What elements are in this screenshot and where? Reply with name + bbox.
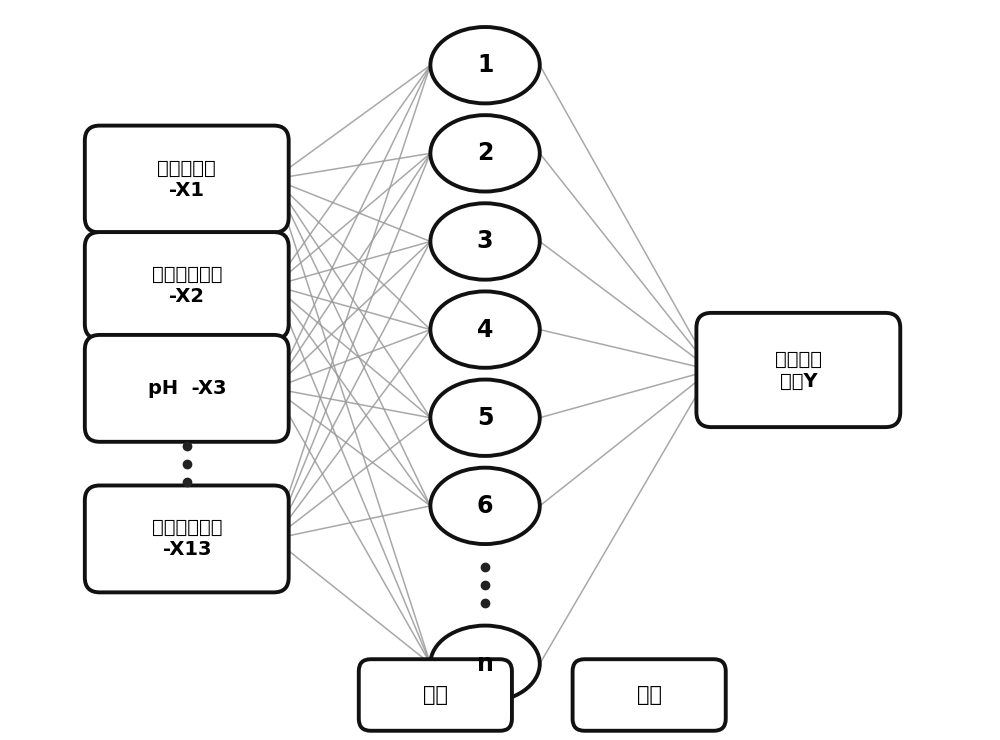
Ellipse shape (430, 380, 540, 456)
FancyBboxPatch shape (85, 232, 289, 339)
Text: 药剂投加量
-X1: 药剂投加量 -X1 (157, 158, 216, 200)
Ellipse shape (430, 115, 540, 192)
Text: 权重: 权重 (423, 685, 448, 705)
Text: 1: 1 (477, 53, 493, 77)
Text: 4: 4 (477, 317, 493, 342)
Ellipse shape (430, 468, 540, 544)
FancyBboxPatch shape (85, 485, 289, 592)
Text: 偏置: 偏置 (637, 685, 662, 705)
Text: n: n (477, 652, 494, 676)
Text: 活化剂投加量
-X2: 活化剂投加量 -X2 (152, 265, 222, 306)
FancyBboxPatch shape (85, 126, 289, 232)
Text: 污染物降
解率Y: 污染物降 解率Y (775, 349, 822, 391)
FancyBboxPatch shape (85, 335, 289, 442)
FancyBboxPatch shape (696, 313, 900, 427)
Text: 5: 5 (477, 406, 493, 430)
Ellipse shape (430, 204, 540, 280)
Text: 3: 3 (477, 229, 493, 254)
Ellipse shape (430, 27, 540, 104)
FancyBboxPatch shape (359, 659, 512, 731)
Text: 氧化还原电位
-X13: 氧化还原电位 -X13 (152, 519, 222, 559)
Ellipse shape (430, 292, 540, 368)
Text: 2: 2 (477, 141, 493, 165)
Ellipse shape (430, 625, 540, 702)
Text: pH  -X3: pH -X3 (148, 379, 226, 398)
Text: 6: 6 (477, 494, 493, 518)
FancyBboxPatch shape (573, 659, 726, 731)
